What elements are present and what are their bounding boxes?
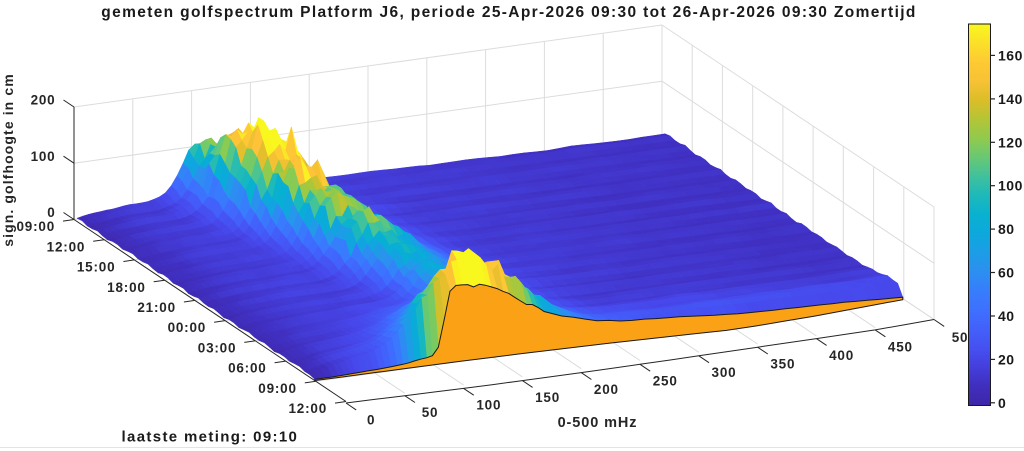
svg-text:21:00: 21:00 <box>137 300 176 315</box>
svg-text:120: 120 <box>998 134 1023 150</box>
svg-text:18:00: 18:00 <box>107 280 146 295</box>
svg-text:100: 100 <box>476 398 501 413</box>
svg-text:15:00: 15:00 <box>77 260 116 275</box>
svg-text:40: 40 <box>998 308 1015 324</box>
svg-text:50: 50 <box>952 330 969 345</box>
svg-text:150: 150 <box>535 390 560 405</box>
svg-text:0: 0 <box>367 412 375 427</box>
svg-text:09:00: 09:00 <box>16 219 55 234</box>
svg-text:250: 250 <box>653 374 678 389</box>
svg-text:160: 160 <box>998 47 1023 63</box>
svg-text:laatste meting: 09:10: laatste meting: 09:10 <box>122 429 299 446</box>
svg-text:200: 200 <box>594 382 619 397</box>
svg-text:12:00: 12:00 <box>47 239 86 254</box>
svg-text:03:00: 03:00 <box>198 340 237 355</box>
svg-text:12:00: 12:00 <box>288 401 327 416</box>
svg-text:200: 200 <box>31 93 56 108</box>
svg-text:300: 300 <box>712 365 737 380</box>
svg-text:sign. golfhoogte in cm: sign. golfhoogte in cm <box>0 73 16 247</box>
svg-text:100: 100 <box>31 149 56 164</box>
svg-text:0: 0 <box>998 395 1006 411</box>
svg-text:80: 80 <box>998 221 1015 237</box>
svg-text:20: 20 <box>998 351 1015 367</box>
svg-text:00:00: 00:00 <box>168 320 207 335</box>
svg-text:140: 140 <box>998 91 1023 107</box>
svg-text:50: 50 <box>422 405 439 420</box>
svg-text:100: 100 <box>998 178 1023 194</box>
svg-text:450: 450 <box>888 339 913 354</box>
svg-text:0-500 mHz: 0-500 mHz <box>558 415 638 431</box>
svg-text:06:00: 06:00 <box>228 361 267 376</box>
svg-text:0: 0 <box>47 205 55 220</box>
svg-text:gemeten golfspectrum Platform: gemeten golfspectrum Platform J6, period… <box>101 4 916 21</box>
svg-text:09:00: 09:00 <box>258 381 297 396</box>
svg-text:400: 400 <box>829 348 854 363</box>
svg-text:350: 350 <box>770 357 795 372</box>
svg-text:60: 60 <box>998 265 1015 281</box>
